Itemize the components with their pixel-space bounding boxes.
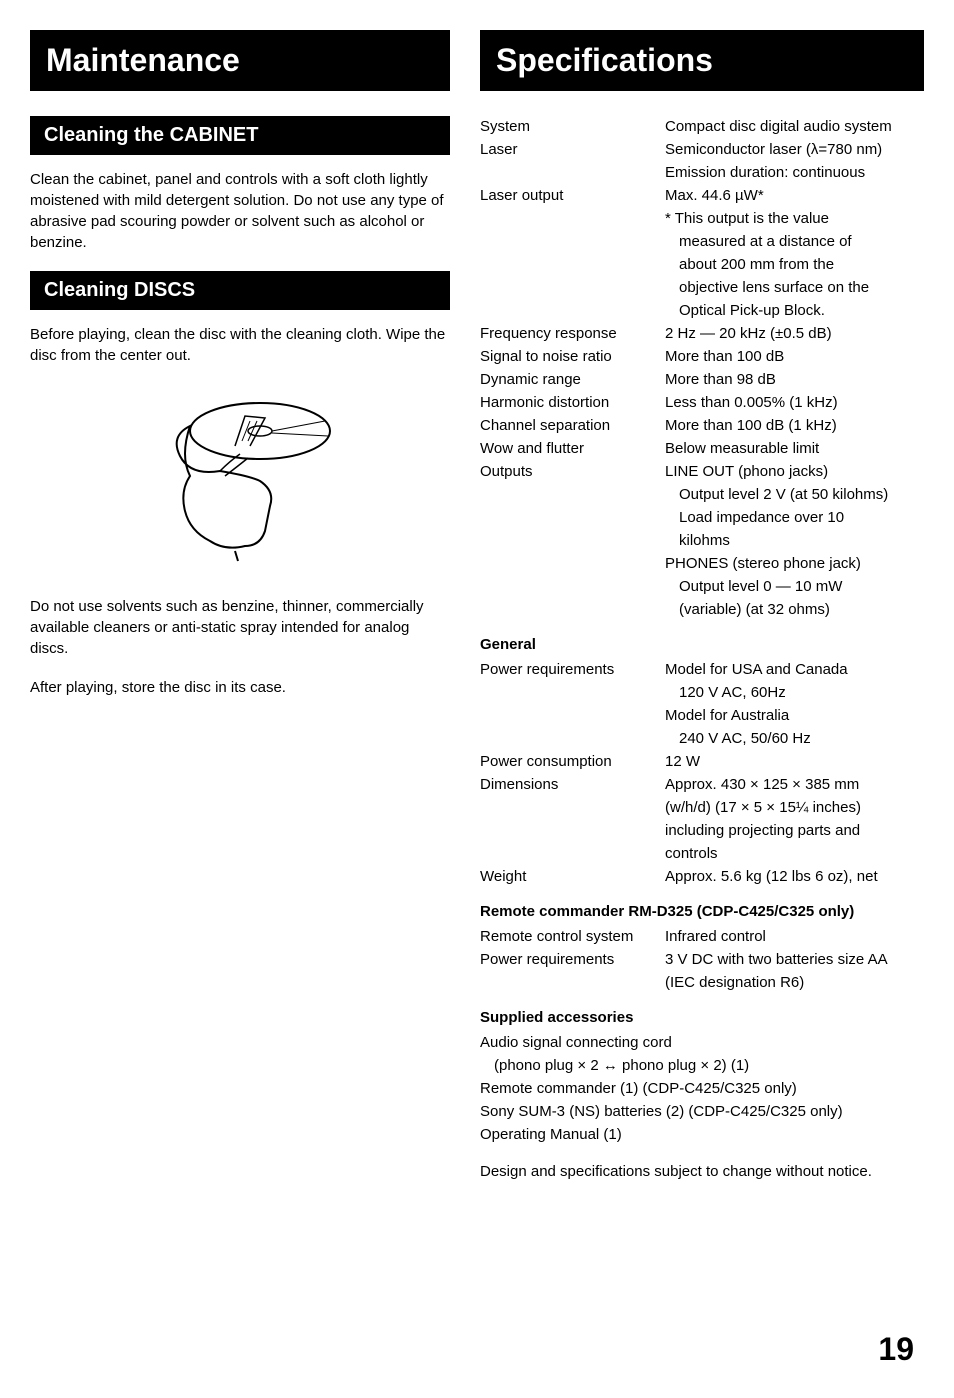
remote-sys-value: Infrared control [665, 926, 924, 947]
acc-2: Remote commander (1) (CDP-C425/C325 only… [480, 1078, 924, 1099]
dim-value-2: (w/h/d) (17 × 5 × 15¼ inches) [665, 797, 924, 818]
discs-text-2: Do not use solvents such as benzine, thi… [30, 596, 450, 659]
laser-value-2: Emission duration: continuous [665, 162, 924, 183]
power-req-value-4: 240 V AC, 50/60 Hz [665, 728, 924, 749]
laser-output-note-5: Optical Pick-up Block. [665, 300, 924, 321]
laser-output-note-3: about 200 mm from the [665, 254, 924, 275]
laser-value-1: Semiconductor laser (λ=780 nm) [665, 139, 924, 160]
dim-value-1: Approx. 430 × 125 × 385 mm [665, 774, 924, 795]
snr-label: Signal to noise ratio [480, 346, 665, 367]
maintenance-column: Maintenance Cleaning the CABINET Clean t… [30, 30, 450, 1200]
remote-power-label: Power requirements [480, 949, 665, 970]
freq-label: Frequency response [480, 323, 665, 344]
outputs-value-3: Load impedance over 10 [665, 507, 924, 528]
outputs-label: Outputs [480, 461, 665, 482]
remote-sys-label: Remote control system [480, 926, 665, 947]
acc-3: Sony SUM-3 (NS) batteries (2) (CDP-C425/… [480, 1101, 924, 1122]
laser-output-note-1: * This output is the value [665, 208, 924, 229]
dynamic-label: Dynamic range [480, 369, 665, 390]
wow-value: Below measurable limit [665, 438, 924, 459]
maintenance-title: Maintenance [30, 30, 450, 91]
general-heading: General [480, 634, 924, 655]
harmonic-value: Less than 0.005% (1 kHz) [665, 392, 924, 413]
power-req-label: Power requirements [480, 659, 665, 680]
dim-label: Dimensions [480, 774, 665, 795]
freq-value: 2 Hz — 20 kHz (±0.5 dB) [665, 323, 924, 344]
power-cons-value: 12 W [665, 751, 924, 772]
laser-output-note-4: objective lens surface on the [665, 277, 924, 298]
dynamic-value: More than 98 dB [665, 369, 924, 390]
harmonic-label: Harmonic distortion [480, 392, 665, 413]
power-req-value-1: Model for USA and Canada [665, 659, 924, 680]
cabinet-text: Clean the cabinet, panel and controls wi… [30, 169, 450, 253]
remote-power-value-2: (IEC designation R6) [665, 972, 924, 993]
weight-label: Weight [480, 866, 665, 887]
power-cons-label: Power consumption [480, 751, 665, 772]
outputs-value-6: Output level 0 — 10 mW [665, 576, 924, 597]
cabinet-subtitle: Cleaning the CABINET [30, 116, 450, 155]
specifications-title: Specifications [480, 30, 924, 91]
outputs-value-1: LINE OUT (phono jacks) [665, 461, 924, 482]
power-req-value-2: 120 V AC, 60Hz [665, 682, 924, 703]
laser-output-value: Max. 44.6 µW* [665, 185, 924, 206]
accessories-heading: Supplied accessories [480, 1007, 924, 1028]
discs-subtitle: Cleaning DISCS [30, 271, 450, 310]
wow-label: Wow and flutter [480, 438, 665, 459]
power-req-value-3: Model for Australia [665, 705, 924, 726]
discs-text-1: Before playing, clean the disc with the … [30, 324, 450, 366]
laser-label: Laser [480, 139, 665, 160]
outputs-value-7: (variable) (at 32 ohms) [665, 599, 924, 620]
acc-4: Operating Manual (1) [480, 1124, 924, 1145]
specifications-column: Specifications System Compact disc digit… [480, 30, 924, 1200]
hand-disc-svg [130, 386, 350, 566]
acc-1-sub: (phono plug × 2 ↔ phono plug × 2) (1) [480, 1055, 924, 1076]
acc-1: Audio signal connecting cord [480, 1032, 924, 1053]
outputs-value-5: PHONES (stereo phone jack) [665, 553, 924, 574]
channel-value: More than 100 dB (1 kHz) [665, 415, 924, 436]
system-value: Compact disc digital audio system [665, 116, 924, 137]
page-number: 19 [878, 1331, 914, 1368]
outputs-value-4: kilohms [665, 530, 924, 551]
system-label: System [480, 116, 665, 137]
disc-cleaning-illustration [30, 386, 450, 571]
dim-value-4: controls [665, 843, 924, 864]
design-notice: Design and specifications subject to cha… [480, 1161, 924, 1182]
laser-output-label: Laser output [480, 185, 665, 206]
channel-label: Channel separation [480, 415, 665, 436]
weight-value: Approx. 5.6 kg (12 lbs 6 oz), net [665, 866, 924, 887]
dim-value-3: including projecting parts and [665, 820, 924, 841]
laser-output-note-2: measured at a distance of [665, 231, 924, 252]
discs-text-3: After playing, store the disc in its cas… [30, 677, 450, 698]
remote-power-value-1: 3 V DC with two batteries size AA [665, 949, 924, 970]
outputs-value-2: Output level 2 V (at 50 kilohms) [665, 484, 924, 505]
remote-heading: Remote commander RM-D325 (CDP-C425/C325 … [480, 901, 924, 922]
snr-value: More than 100 dB [665, 346, 924, 367]
